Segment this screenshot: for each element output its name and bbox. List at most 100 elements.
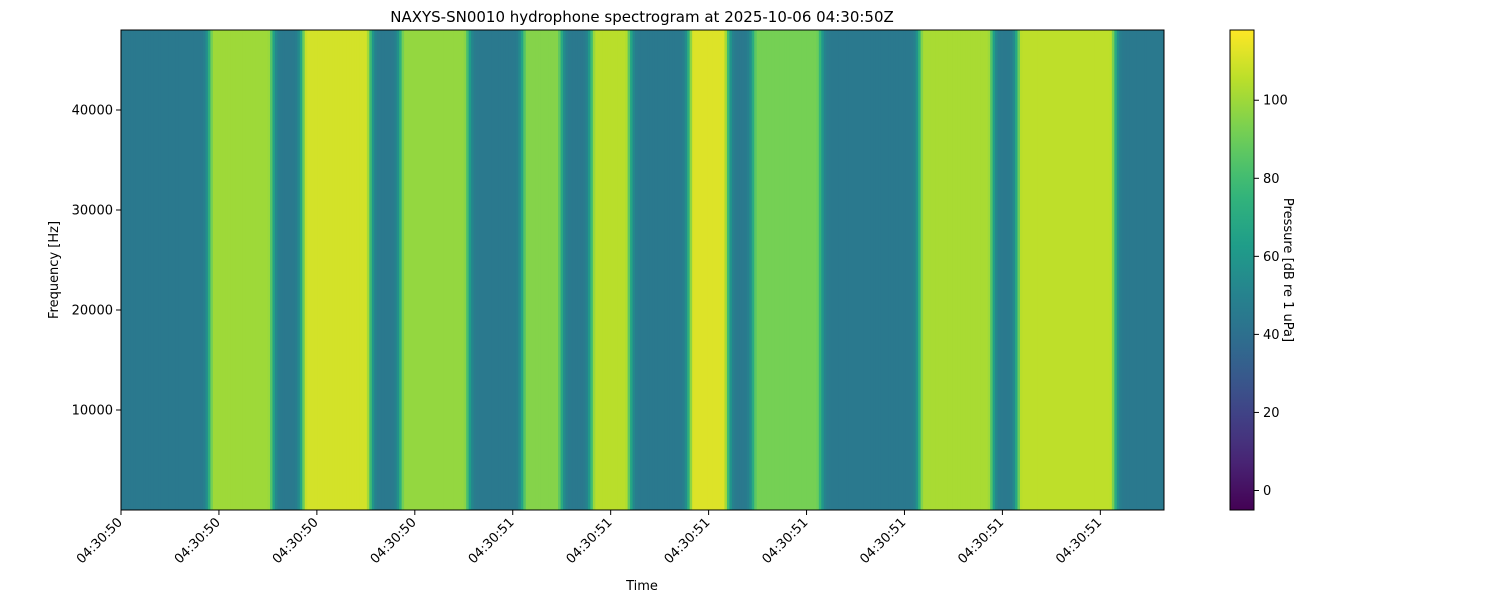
- spectrogram-column: [476, 30, 480, 510]
- spectrogram-column: [1037, 30, 1041, 510]
- spectrogram-column: [319, 30, 323, 510]
- spectrogram-column: [495, 30, 500, 510]
- spectrogram-column: [724, 30, 728, 510]
- colorbar-tick-label: 40: [1263, 328, 1280, 343]
- spectrogram-column: [1047, 30, 1051, 510]
- y-tick-label: 20000: [72, 304, 113, 319]
- spectrogram-column: [188, 30, 192, 510]
- spectrogram-column: [813, 30, 817, 510]
- spectrogram-column: [503, 30, 507, 510]
- spectrogram-column: [389, 30, 393, 510]
- spectrogram-column: [1146, 30, 1150, 510]
- spectrogram-column: [908, 30, 912, 510]
- spectrogram-column: [1010, 30, 1014, 510]
- spectrogram-column: [659, 30, 663, 510]
- spectrogram-column: [1149, 30, 1153, 510]
- spectrogram-column: [987, 30, 991, 510]
- spectrogram-column: [674, 30, 678, 510]
- spectrogram-column: [190, 30, 194, 510]
- spectrogram-column: [935, 30, 939, 510]
- spectrogram-column: [915, 30, 919, 510]
- spectrogram-column: [339, 30, 343, 510]
- spectrogram-column: [632, 30, 636, 510]
- spectrogram-column: [662, 30, 666, 510]
- spectrogram-column: [605, 30, 609, 510]
- colorbar-tick-label: 100: [1263, 94, 1288, 109]
- spectrogram-column: [1136, 30, 1140, 510]
- spectrogram-column: [1032, 30, 1036, 510]
- spectrogram-column: [488, 30, 492, 510]
- spectrogram-column: [555, 30, 559, 510]
- spectrogram-column: [836, 30, 840, 510]
- spectrogram-column: [399, 30, 403, 510]
- spectrogram-column: [123, 30, 127, 510]
- spectrogram-column: [294, 30, 298, 510]
- spectrogram-column: [592, 30, 596, 510]
- spectrogram-column: [409, 30, 413, 510]
- spectrogram-column: [500, 30, 505, 510]
- spectrogram-column: [687, 30, 691, 510]
- spectrogram-column: [222, 30, 226, 510]
- spectrogram-column: [197, 30, 202, 510]
- spectrogram-column: [883, 30, 887, 510]
- spectrogram-column: [1121, 30, 1125, 510]
- spectrogram-column: [1027, 30, 1031, 510]
- spectrogram-column: [1154, 30, 1158, 510]
- spectrogram-column: [374, 30, 378, 510]
- spectrogram-column: [1034, 30, 1038, 510]
- spectrogram-column: [284, 30, 288, 510]
- spectrogram-column: [376, 30, 380, 510]
- spectrogram-column: [334, 30, 338, 510]
- spectrogram-column: [669, 30, 673, 510]
- spectrogram-column: [774, 30, 778, 510]
- spectrogram-column: [1116, 30, 1120, 510]
- spectrogram-column: [1106, 30, 1110, 510]
- spectrogram-column: [406, 30, 410, 510]
- spectrogram-column: [423, 30, 428, 510]
- x-tick-label: 04:30:50: [270, 515, 322, 567]
- spectrogram-column: [975, 30, 979, 510]
- spectrogram-column: [369, 30, 373, 510]
- spectrogram-column: [327, 30, 331, 510]
- spectrogram-column: [570, 30, 574, 510]
- spectrogram-column: [471, 30, 475, 510]
- spectrogram-column: [1007, 30, 1011, 510]
- spectrogram-column: [1104, 30, 1108, 510]
- spectrogram-column: [165, 30, 169, 510]
- spectrogram-column: [302, 30, 306, 510]
- x-tick-label: 04:30:51: [1053, 515, 1105, 567]
- spectrogram-column: [180, 30, 184, 510]
- spectrogram-column: [1151, 30, 1155, 510]
- spectrogram-column: [833, 30, 837, 510]
- spectrogram-column: [560, 30, 564, 510]
- spectrogram-column: [679, 30, 683, 510]
- spectrogram-column: [846, 30, 850, 510]
- spectrogram-column: [1057, 30, 1061, 510]
- spectrogram-column: [744, 30, 748, 510]
- spectrogram-column: [729, 30, 733, 510]
- spectrogram-column: [617, 30, 621, 510]
- spectrogram-column: [900, 30, 904, 510]
- spectrogram-column: [913, 30, 917, 510]
- spectrogram-column: [620, 30, 624, 510]
- spectrogram-column: [786, 30, 790, 510]
- spectrogram-column: [866, 30, 870, 510]
- spectrogram-column: [183, 30, 187, 510]
- spectrogram-column: [880, 30, 884, 510]
- spectrogram-column: [692, 30, 696, 510]
- spectrogram-column: [1126, 30, 1130, 510]
- spectrogram-column: [893, 30, 897, 510]
- spectrogram-column: [1091, 30, 1096, 510]
- spectrogram-column: [145, 30, 149, 510]
- spectrogram-column: [982, 30, 986, 510]
- spectrogram-column: [1054, 30, 1058, 510]
- spectrogram-column: [684, 30, 688, 510]
- spectrogram-column: [515, 30, 519, 510]
- spectrogram-column: [1044, 30, 1048, 510]
- spectrogram-column: [317, 30, 321, 510]
- spectrogram-column: [277, 30, 281, 510]
- spectrogram-column: [955, 30, 959, 510]
- spectrogram-column: [736, 30, 740, 510]
- spectrogram-column: [622, 30, 626, 510]
